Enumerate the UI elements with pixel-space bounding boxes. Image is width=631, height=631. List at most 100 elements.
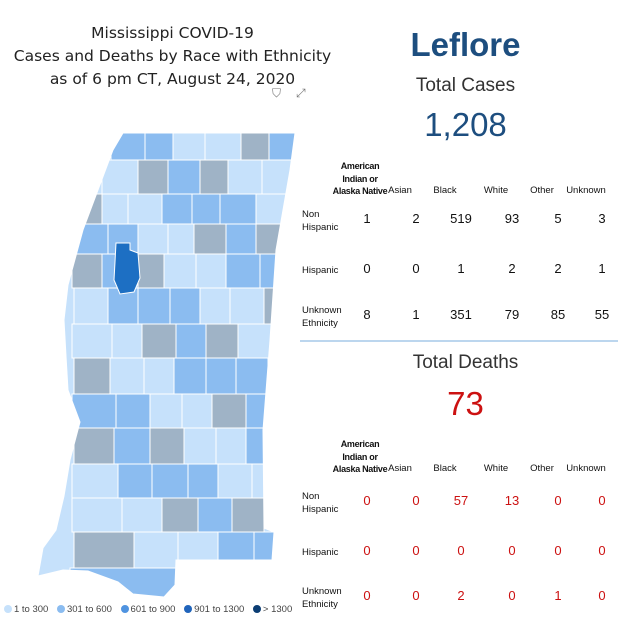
legend-item[interactable]: 1 to 300	[4, 604, 48, 615]
county-74[interactable]	[113, 427, 151, 465]
county-67[interactable]	[149, 393, 183, 429]
county-41[interactable]	[73, 287, 109, 325]
county-map[interactable]	[38, 130, 300, 600]
county-44[interactable]	[169, 287, 201, 325]
county-28[interactable]	[167, 223, 195, 255]
county-leflore-selected[interactable]	[113, 242, 141, 295]
county-94[interactable]	[263, 497, 295, 533]
county-1[interactable]	[42, 130, 84, 161]
county-52[interactable]	[175, 323, 207, 359]
county-77[interactable]	[215, 427, 247, 465]
county-100[interactable]	[217, 531, 255, 569]
county-58[interactable]	[109, 357, 145, 395]
county-70[interactable]	[245, 393, 277, 429]
county-24[interactable]	[285, 193, 300, 225]
county-107[interactable]	[249, 567, 291, 600]
county-30[interactable]	[225, 223, 257, 255]
county-81[interactable]	[71, 463, 119, 499]
county-7[interactable]	[240, 130, 270, 161]
county-68[interactable]	[181, 393, 213, 429]
county-15[interactable]	[261, 159, 293, 195]
county-17[interactable]	[67, 193, 103, 225]
county-31[interactable]	[255, 223, 291, 255]
county-90[interactable]	[121, 497, 163, 533]
county-55[interactable]	[271, 323, 300, 359]
county-87[interactable]	[283, 463, 300, 499]
county-50[interactable]	[111, 323, 143, 359]
county-11[interactable]	[137, 159, 169, 195]
county-18[interactable]	[101, 193, 129, 225]
county-37[interactable]	[195, 253, 227, 289]
county-8[interactable]	[268, 130, 300, 161]
county-85[interactable]	[217, 463, 253, 499]
county-21[interactable]	[191, 193, 221, 225]
county-19[interactable]	[127, 193, 163, 225]
county-102[interactable]	[291, 531, 300, 569]
county-40[interactable]	[289, 253, 300, 289]
county-54[interactable]	[237, 323, 273, 359]
county-83[interactable]	[151, 463, 189, 499]
county-62[interactable]	[235, 357, 269, 395]
county-20[interactable]	[161, 193, 193, 225]
county-57[interactable]	[73, 357, 111, 395]
county-75[interactable]	[149, 427, 185, 465]
county-51[interactable]	[141, 323, 177, 359]
county-9[interactable]	[71, 159, 103, 195]
county-89[interactable]	[71, 497, 123, 533]
county-33[interactable]	[71, 253, 103, 289]
county-14[interactable]	[227, 159, 263, 195]
county-13[interactable]	[199, 159, 229, 195]
legend-item[interactable]: 301 to 600	[56, 604, 112, 615]
county-27[interactable]	[137, 223, 169, 255]
county-4[interactable]	[144, 130, 174, 161]
county-106[interactable]	[209, 567, 251, 600]
county-69[interactable]	[211, 393, 247, 429]
county-60[interactable]	[173, 357, 207, 395]
county-93[interactable]	[231, 497, 265, 533]
county-61[interactable]	[205, 357, 237, 395]
county-25[interactable]	[67, 223, 109, 255]
county-82[interactable]	[117, 463, 153, 499]
county-95[interactable]	[293, 497, 300, 533]
county-46[interactable]	[229, 287, 265, 325]
county-71[interactable]	[275, 393, 300, 429]
county-65[interactable]	[71, 393, 117, 429]
county-49[interactable]	[71, 323, 113, 359]
county-66[interactable]	[115, 393, 151, 429]
county-79[interactable]	[279, 427, 300, 465]
county-92[interactable]	[197, 497, 233, 533]
county-12[interactable]	[167, 159, 201, 195]
focus-mode-icon[interactable]: ⤢	[296, 86, 306, 100]
county-48[interactable]	[293, 287, 300, 325]
county-105[interactable]	[69, 567, 211, 600]
county-43[interactable]	[137, 287, 171, 325]
county-108[interactable]	[289, 567, 300, 600]
county-76[interactable]	[183, 427, 217, 465]
legend-item[interactable]: 901 to 1300	[184, 604, 244, 615]
county-97[interactable]	[73, 531, 135, 569]
county-32[interactable]	[289, 223, 300, 255]
county-63[interactable]	[267, 357, 300, 395]
county-22[interactable]	[219, 193, 257, 225]
legend-item[interactable]: > 1300	[252, 604, 292, 615]
county-5[interactable]	[172, 130, 206, 161]
county-73[interactable]	[73, 427, 115, 465]
county-38[interactable]	[225, 253, 261, 289]
county-6[interactable]	[204, 130, 242, 161]
county-53[interactable]	[205, 323, 239, 359]
county-91[interactable]	[161, 497, 199, 533]
filter-icon[interactable]: ⛉	[272, 86, 282, 100]
county-99[interactable]	[177, 531, 219, 569]
county-59[interactable]	[143, 357, 175, 395]
county-98[interactable]	[133, 531, 179, 569]
county-29[interactable]	[193, 223, 227, 255]
county-36[interactable]	[163, 253, 197, 289]
county-2[interactable]	[82, 130, 112, 161]
county-45[interactable]	[199, 287, 231, 325]
county-84[interactable]	[187, 463, 219, 499]
legend-item[interactable]: 601 to 900	[120, 604, 175, 615]
county-86[interactable]	[251, 463, 285, 499]
county-35[interactable]	[137, 253, 165, 289]
county-47[interactable]	[263, 287, 295, 325]
county-16[interactable]	[291, 159, 300, 195]
